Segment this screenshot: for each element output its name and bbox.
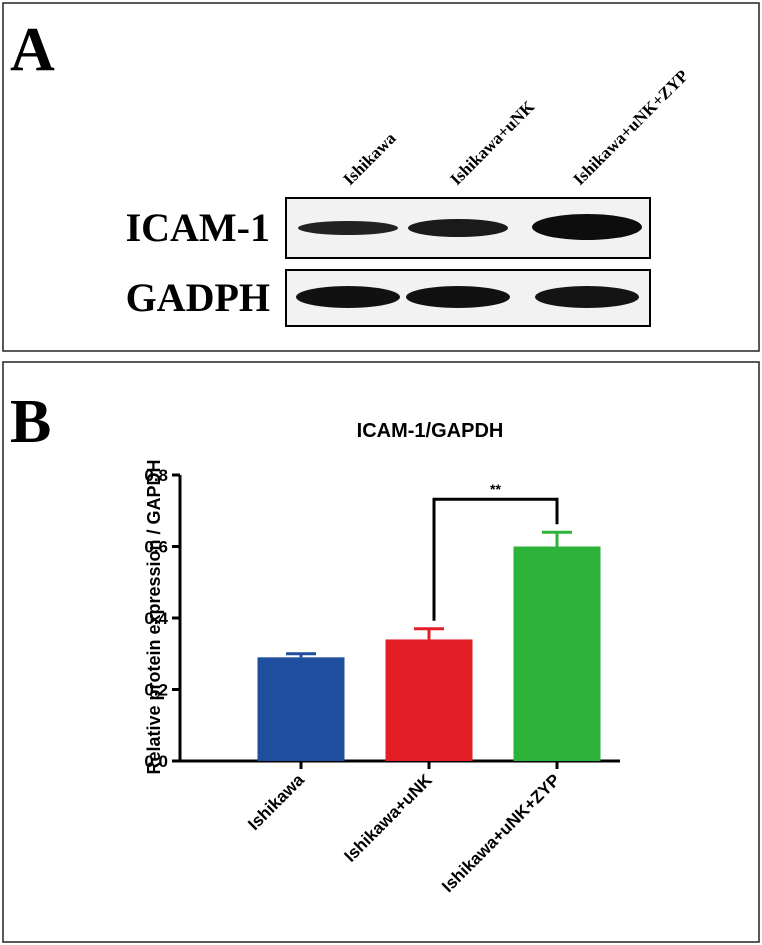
bar: [385, 639, 473, 761]
chart-title: ICAM-1/GAPDH: [357, 420, 504, 442]
x-tick-label: Ishikawa: [244, 770, 308, 834]
y-tick-label: 0.0: [144, 752, 168, 771]
panel-b-frame: [2, 361, 760, 943]
significance-label: **: [490, 481, 501, 497]
band: [298, 221, 398, 235]
band: [406, 286, 510, 308]
blot: [285, 197, 651, 327]
band: [535, 286, 639, 308]
lane-label: Ishikawa: [339, 128, 400, 189]
significance-bracket: [432, 497, 559, 621]
band: [408, 219, 508, 237]
row-label: ICAM-1: [126, 205, 270, 250]
row-label: GADPH: [126, 275, 270, 320]
panel-a-frame: [2, 2, 760, 352]
band: [296, 286, 400, 308]
y-tick-label: 0.6: [144, 538, 168, 557]
bar: [513, 546, 601, 761]
lane-label: Ishikawa+uNK+ZYP: [569, 66, 692, 189]
panel-label: A: [10, 16, 55, 84]
y-tick-label: 0.2: [144, 681, 168, 700]
bar: [257, 657, 345, 761]
x-tick-label: Ishikawa+uNK: [341, 770, 437, 866]
x-tick-label: Ishikawa+uNK+ZYP: [438, 770, 564, 896]
panel-label: B: [10, 388, 51, 456]
y-tick-label: 0.8: [144, 466, 168, 485]
band: [532, 214, 642, 240]
y-tick-label: 0.4: [144, 609, 168, 628]
lane-label: Ishikawa+uNK: [446, 97, 538, 189]
y-axis-label: Relative protein expression / GAPDH: [144, 459, 164, 774]
